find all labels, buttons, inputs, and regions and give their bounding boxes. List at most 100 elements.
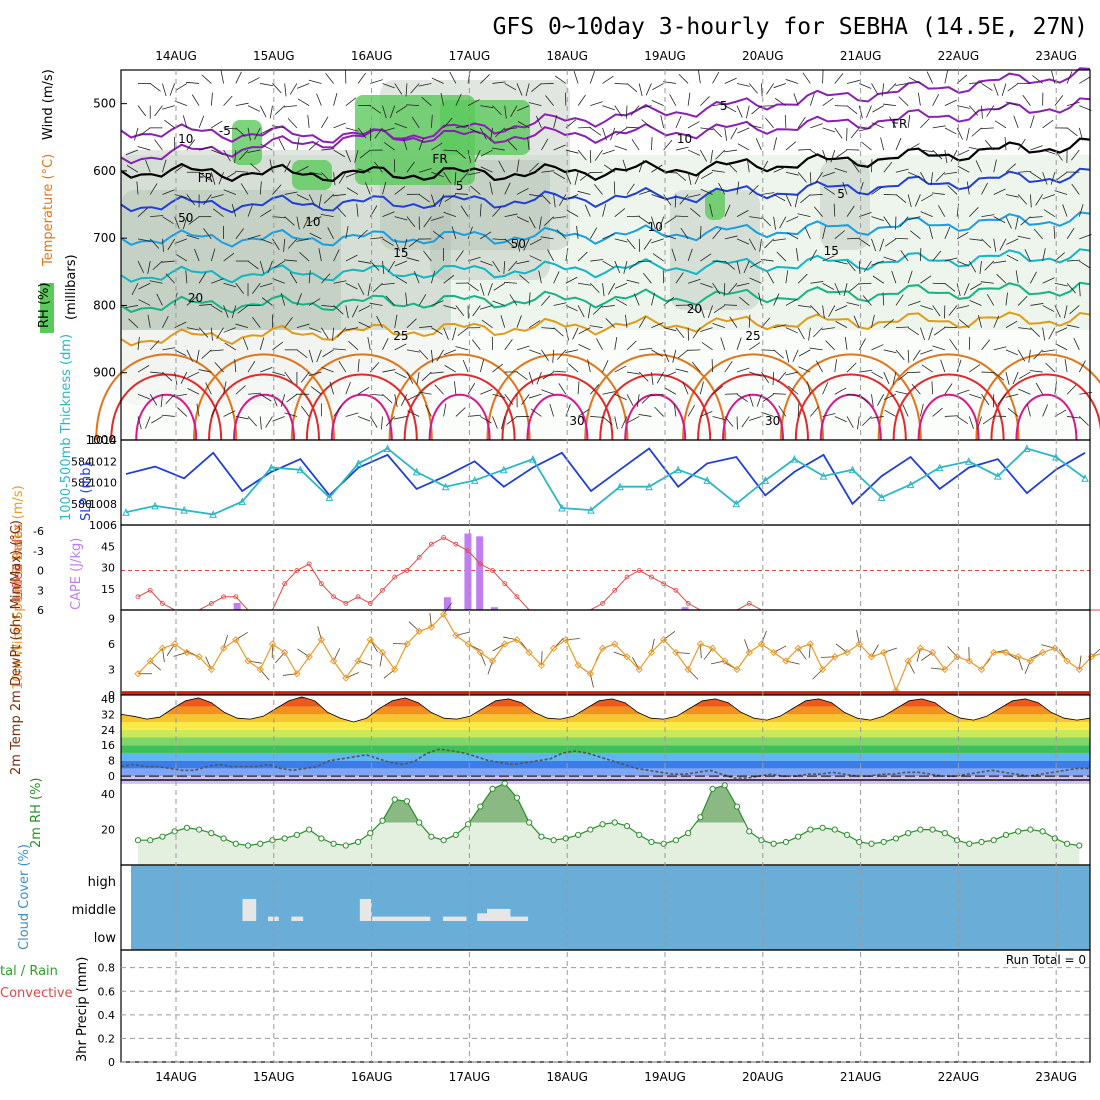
- wind-barb: [577, 305, 585, 318]
- rh-marker: [697, 814, 704, 821]
- wind-barb: [601, 305, 615, 308]
- wind-barb: [651, 292, 655, 306]
- wind-barb: [357, 127, 367, 139]
- wind-barb: [625, 314, 628, 328]
- wind-barb: [813, 327, 823, 338]
- wind-barb: [673, 403, 677, 417]
- wind-barb: [920, 149, 934, 153]
- wind-barb: [345, 412, 359, 417]
- wind-barb: [589, 325, 603, 329]
- wind-barb: [895, 194, 907, 203]
- wind-barb: [345, 171, 359, 178]
- wind-barb: [834, 167, 848, 173]
- wind-barb: [651, 216, 656, 230]
- wind-barb: [794, 194, 799, 208]
- wind-barb: [234, 359, 237, 373]
- wind-barb: [432, 230, 444, 240]
- lifted-index-marker: [502, 581, 508, 587]
- wind-barb: [614, 238, 628, 243]
- wind-barb: [828, 305, 836, 318]
- x-tick-label-top: 16AUG: [351, 49, 393, 63]
- wind-barb: [577, 409, 590, 417]
- wind-speed-marker: [1063, 657, 1071, 665]
- wind-barb: [394, 216, 408, 221]
- wind-barb: [758, 292, 762, 306]
- wind-barb: [982, 416, 994, 425]
- wind-barb: [639, 347, 653, 351]
- wind-barb: [369, 416, 378, 428]
- wind-barb: [797, 171, 807, 183]
- wind-barb: [529, 255, 542, 262]
- wind-barb: [336, 206, 347, 217]
- wind-barb: [467, 171, 481, 176]
- wind-barb: [737, 143, 750, 151]
- wind-barb: [374, 127, 383, 139]
- wind-barb: [374, 161, 383, 173]
- wind-barb: [813, 206, 823, 217]
- lifted-index-marker: [746, 601, 752, 606]
- wind-barb: [516, 83, 523, 96]
- wind-barb: [968, 260, 977, 273]
- wind-barb: [712, 260, 726, 263]
- rh-marker: [1027, 826, 1034, 833]
- panel-frame: [120, 439, 1091, 526]
- lifted-index-marker: [160, 601, 165, 606]
- lifted-index-marker: [306, 561, 312, 567]
- wind-barb: [161, 260, 175, 263]
- wind-barb: [162, 315, 169, 328]
- diurnal-temperature-contour: [388, 353, 531, 441]
- lifted-index-marker: [416, 554, 422, 560]
- thickness-marker: [819, 472, 828, 480]
- contour-label: 10: [648, 220, 663, 234]
- wind-barb: [348, 340, 359, 351]
- wind-barb: [762, 393, 774, 402]
- wind-barb: [283, 259, 297, 262]
- wind-barb: [700, 253, 712, 262]
- wind-barb: [700, 327, 713, 333]
- wind-barb: [187, 371, 200, 379]
- wind-barb: [687, 149, 701, 156]
- wind-barb: [406, 349, 420, 353]
- wind-barb: [1078, 127, 1084, 141]
- wind-speed-marker: [464, 640, 472, 648]
- wind-barb: [345, 97, 357, 106]
- wind-barb: [590, 259, 604, 262]
- temperature-color-band: [121, 714, 1090, 723]
- rh-marker: [330, 840, 337, 847]
- wind-barb: [748, 83, 758, 94]
- wind-barb: [842, 182, 848, 195]
- wind-barb: [739, 296, 750, 306]
- wind-barb: [1030, 145, 1043, 151]
- wind-barb: [345, 127, 359, 132]
- rh-marker: [746, 828, 753, 835]
- wind-barb: [932, 305, 941, 317]
- wind-barb: [467, 382, 476, 395]
- y-tick-label-right: 1010: [89, 477, 117, 490]
- wind-barb: [957, 149, 970, 156]
- wind-barb: [692, 327, 701, 339]
- wind-barb: [210, 349, 224, 352]
- wind-barb: [977, 314, 982, 328]
- wind-barb: [480, 74, 490, 84]
- wind-barb: [687, 278, 701, 284]
- wind-barb: [418, 391, 432, 395]
- wind-barb: [403, 238, 408, 252]
- wind-barb: [871, 216, 884, 222]
- wind-barb: [395, 105, 408, 114]
- wind-barb: [223, 95, 233, 106]
- wind-barb: [614, 416, 618, 430]
- wind-barb: [698, 70, 701, 84]
- wind-barb: [1017, 138, 1026, 151]
- rh-area: [137, 783, 1080, 865]
- wind-barb: [504, 213, 518, 218]
- wind-barb: [574, 172, 579, 185]
- wind-barb: [912, 349, 921, 361]
- wind-barb: [431, 77, 444, 84]
- thickness-marker: [790, 455, 799, 463]
- wind-barb: [822, 255, 835, 262]
- wind-barb: [589, 71, 595, 84]
- wind-barb: [260, 367, 273, 373]
- wind-barb: [540, 236, 554, 240]
- diurnal-temperature-contour: [990, 373, 1100, 441]
- wind-barb: [431, 194, 436, 208]
